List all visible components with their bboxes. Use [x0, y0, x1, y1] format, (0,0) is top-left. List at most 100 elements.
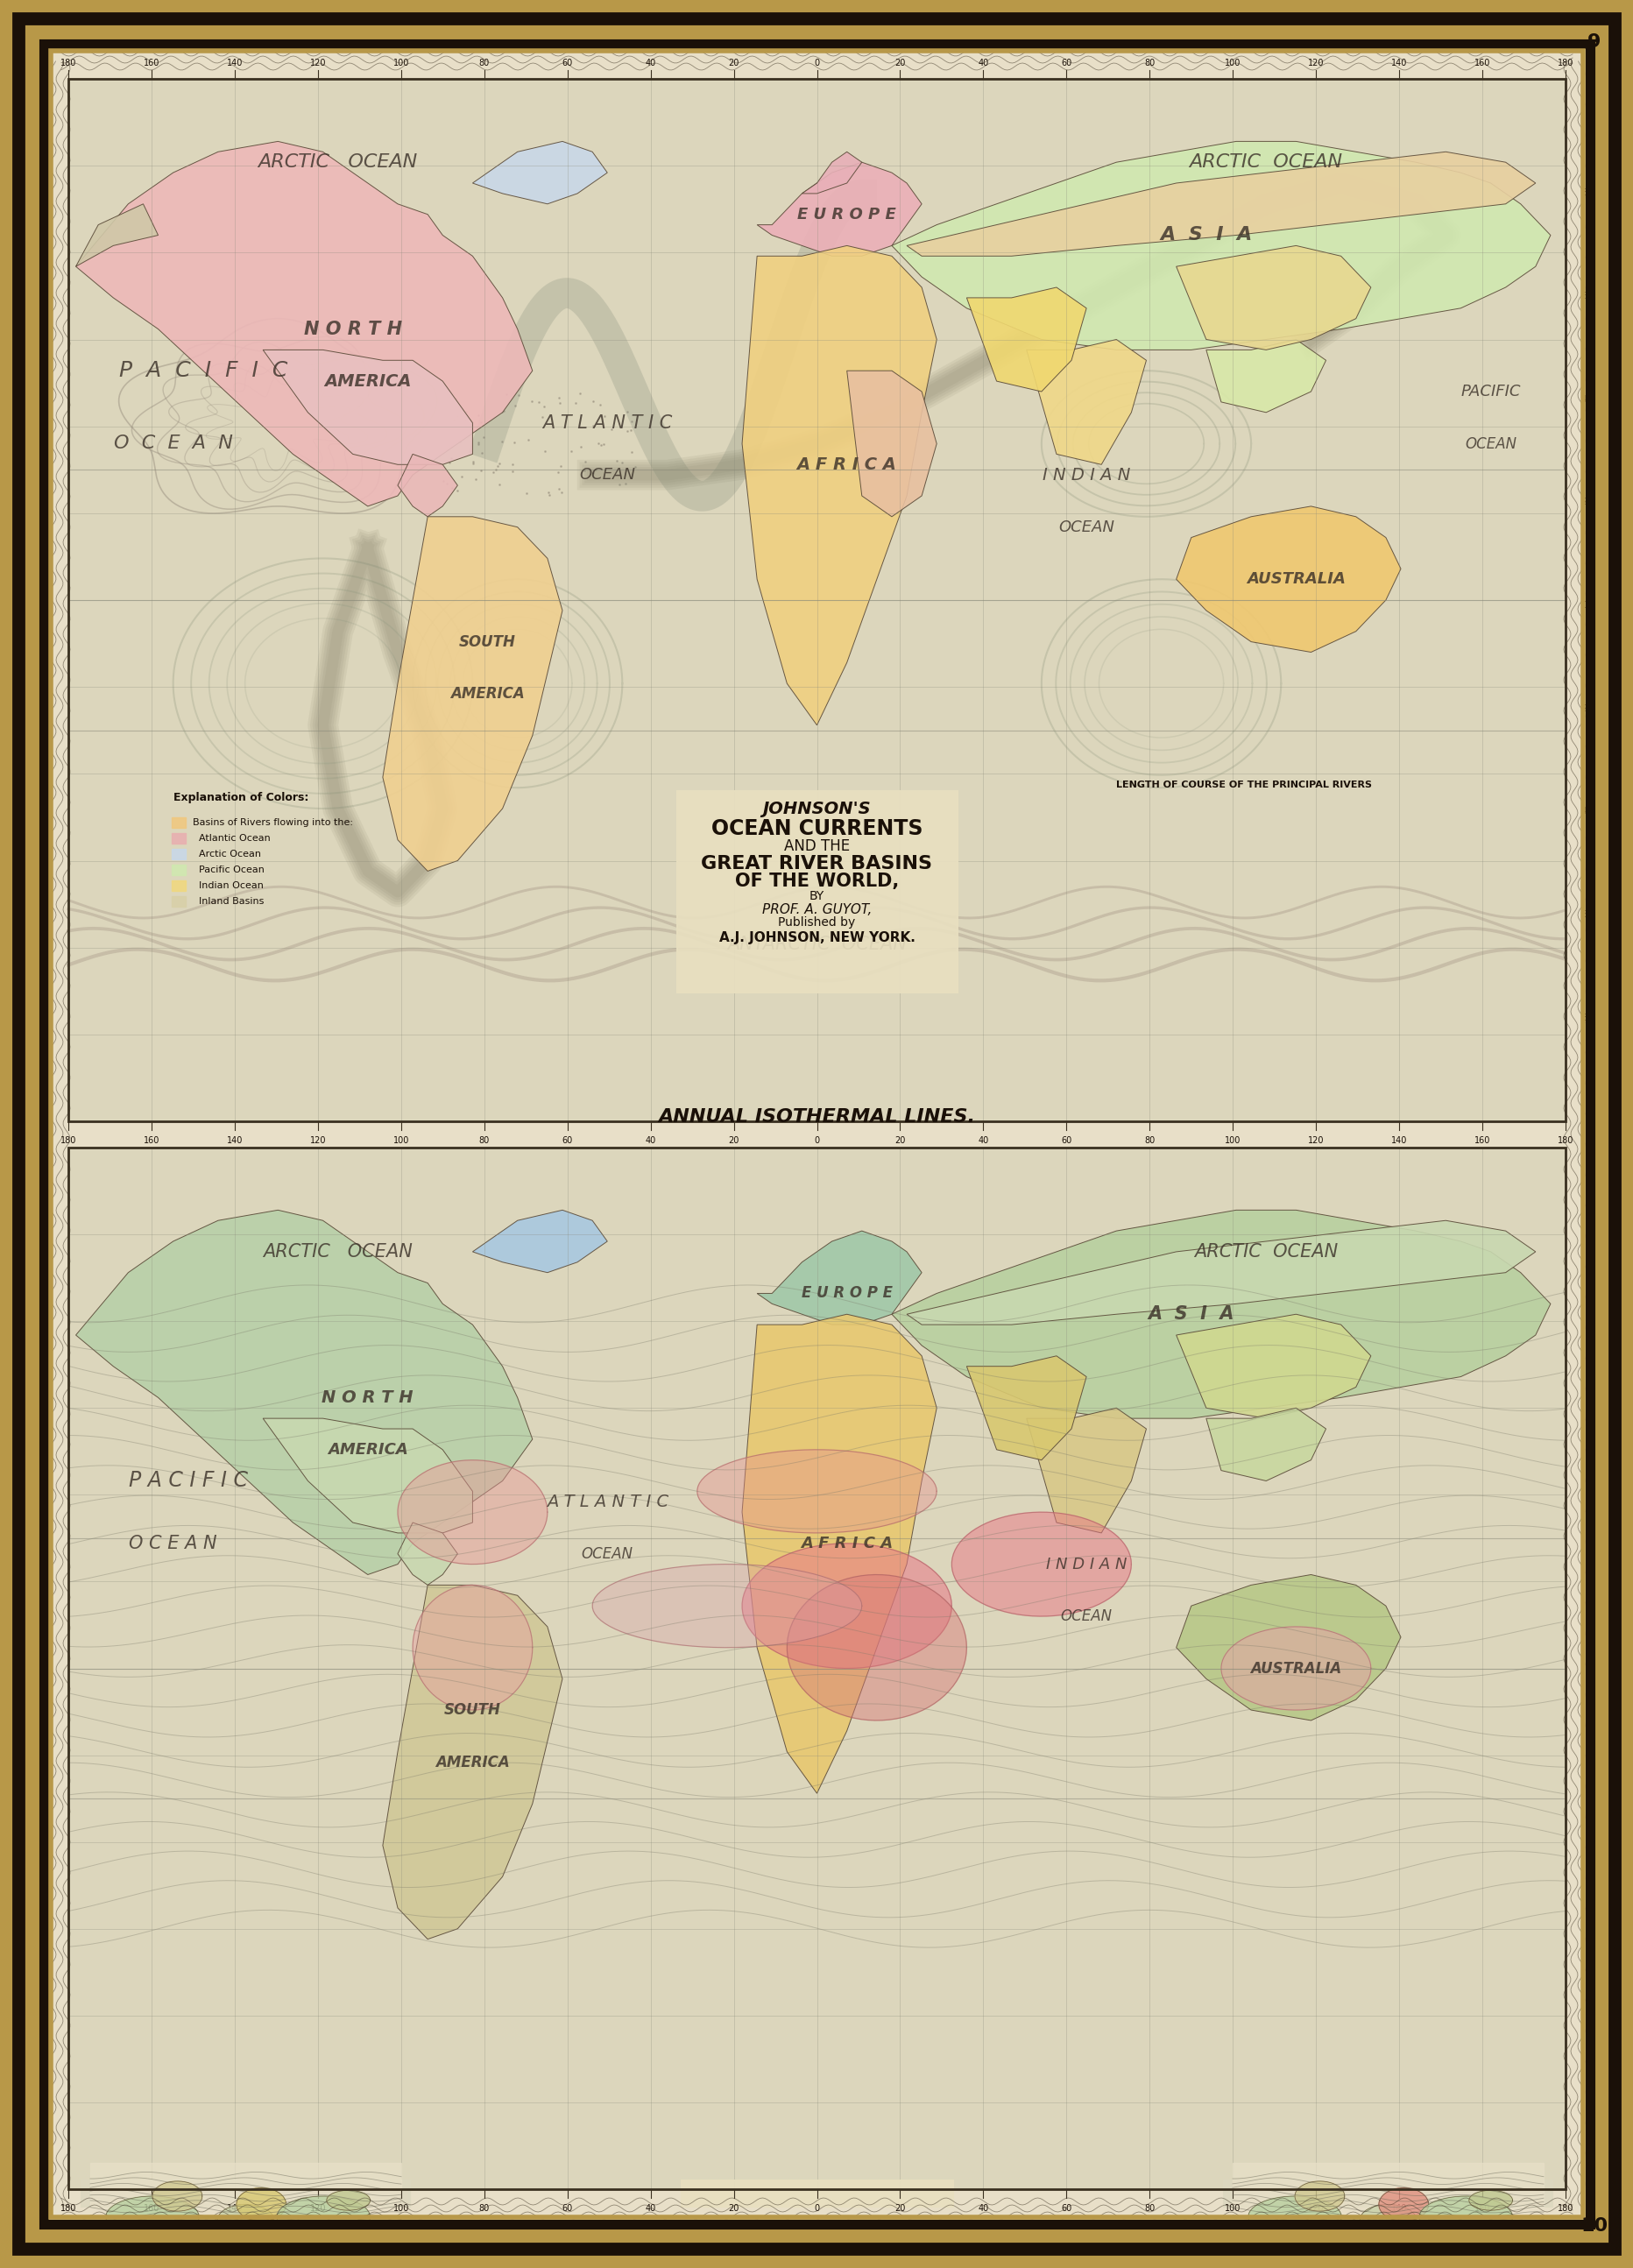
Text: 80: 80 [478, 59, 490, 68]
Text: ARCTIC  OCEAN: ARCTIC OCEAN [1189, 154, 1342, 170]
Text: 80: 80 [1143, 1136, 1155, 1145]
Text: 160: 160 [144, 59, 160, 68]
Bar [171, 819, 185, 828]
Bar [681, 2180, 952, 2207]
Polygon shape [787, 1574, 967, 1721]
Text: N O R T H: N O R T H [304, 320, 402, 338]
Text: 140: 140 [227, 59, 243, 68]
Polygon shape [593, 1565, 861, 1647]
Text: ANTARCTIC  OCEAN: ANTARCTIC OCEAN [727, 934, 906, 953]
Text: 0: 0 [813, 2204, 820, 2214]
Text: Inland Basins: Inland Basins [193, 898, 263, 907]
Text: Indian Ocean: Indian Ocean [193, 882, 263, 891]
Bar [171, 832, 185, 844]
Text: 20: 20 [728, 1136, 738, 1145]
Polygon shape [967, 288, 1086, 392]
Text: Arctic Ocean: Arctic Ocean [193, 850, 261, 860]
Text: 140: 140 [227, 2204, 243, 2214]
Text: 140: 140 [1390, 1136, 1406, 1145]
Text: OF THE WORLD,: OF THE WORLD, [735, 873, 898, 891]
Text: N O R T H: N O R T H [322, 1390, 413, 1406]
Text: I N D I A N: I N D I A N [1045, 1556, 1127, 1572]
Text: 60: 60 [562, 2204, 573, 2214]
Polygon shape [1176, 1574, 1399, 1721]
Text: OCEAN CURRENTS: OCEAN CURRENTS [710, 819, 923, 839]
Text: Explanation of Colors.: Explanation of Colors. [423, 2223, 544, 2229]
Polygon shape [1295, 2182, 1344, 2211]
Text: 160: 160 [144, 2204, 160, 2214]
Text: 60: 60 [1060, 59, 1071, 68]
Text: AND THE: AND THE [784, 839, 849, 855]
Text: 40: 40 [1581, 395, 1591, 404]
Text: 180: 180 [60, 2204, 77, 2214]
Text: 140: 140 [1390, 59, 1406, 68]
Text: 80: 80 [478, 1136, 490, 1145]
Text: Published by: Published by [777, 916, 856, 930]
Text: Explanation of Colors:: Explanation of Colors: [173, 792, 309, 803]
Text: Lines of equal mean Temperature in January: Lines of equal mean Temperature in Janua… [144, 2234, 346, 2243]
Text: PACIFIC: PACIFIC [1460, 383, 1520, 399]
Polygon shape [756, 1232, 921, 1325]
Text: WORLD,: WORLD, [769, 2241, 864, 2263]
Text: OCEAN: OCEAN [580, 467, 635, 483]
Text: 140: 140 [227, 1136, 243, 1145]
Text: ARCTIC  OCEAN: ARCTIC OCEAN [1194, 1243, 1337, 1261]
Text: 80: 80 [478, 2204, 490, 2214]
Text: JOHNSON'S: JOHNSON'S [766, 2223, 867, 2239]
Text: 120: 120 [1306, 2204, 1323, 2214]
Text: 160: 160 [1473, 2204, 1489, 2214]
Text: A T L A N T I C: A T L A N T I C [542, 415, 671, 431]
Polygon shape [397, 1522, 457, 1585]
Text: 80: 80 [1581, 1014, 1591, 1023]
Text: 120: 120 [1306, 59, 1323, 68]
Text: 10: 10 [1581, 2218, 1607, 2234]
Text: 60: 60 [1060, 1136, 1071, 1145]
Text: 60: 60 [42, 293, 52, 299]
Polygon shape [1220, 1626, 1370, 1710]
Text: 60: 60 [1581, 293, 1591, 299]
Text: 40: 40 [645, 59, 655, 68]
Text: 40: 40 [978, 59, 988, 68]
Polygon shape [1026, 1408, 1146, 1533]
Text: 180: 180 [60, 1136, 77, 1145]
Polygon shape [237, 2189, 286, 2220]
Polygon shape [1468, 2191, 1512, 2211]
Text: 100: 100 [394, 1136, 408, 1145]
Polygon shape [892, 141, 1550, 349]
Polygon shape [382, 517, 562, 871]
Text: 0: 0 [813, 59, 820, 68]
Polygon shape [756, 163, 921, 256]
Text: 60: 60 [562, 1136, 573, 1145]
Text: 120: 120 [310, 2204, 327, 2214]
Text: 80: 80 [1581, 188, 1591, 197]
Text: Frigid Zones, temperatures: Frigid Zones, temperatures [423, 2259, 539, 2268]
Text: O  C  E  A  N: O C E A N [114, 435, 232, 451]
Polygon shape [276, 2195, 371, 2239]
Bar [171, 880, 185, 891]
Polygon shape [472, 1211, 607, 1272]
Polygon shape [1360, 2204, 1416, 2234]
Polygon shape [1419, 2195, 1512, 2239]
Text: 100: 100 [1225, 59, 1239, 68]
Polygon shape [697, 1449, 936, 1533]
Text: AMERICA: AMERICA [323, 372, 412, 390]
Text: 80: 80 [42, 188, 52, 197]
Polygon shape [846, 370, 936, 517]
Bar [82, 2180, 410, 2207]
Text: A  S  I  A: A S I A [1159, 227, 1251, 245]
Text: O C E A N: O C E A N [129, 1535, 217, 1551]
Text: 40: 40 [1581, 807, 1591, 816]
Polygon shape [892, 1211, 1550, 1418]
Text: SOUTH: SOUTH [459, 633, 516, 649]
Text: 60: 60 [1581, 909, 1591, 919]
Text: AMERICA: AMERICA [436, 1753, 509, 1769]
Text: OCEAN: OCEAN [1465, 435, 1515, 451]
Bar [171, 896, 185, 907]
Text: AUSTRALIA: AUSTRALIA [1246, 572, 1344, 587]
Text: 20: 20 [728, 59, 738, 68]
Polygon shape [263, 1418, 472, 1533]
Text: Basins of Rivers flowing into the:: Basins of Rivers flowing into the: [193, 819, 353, 828]
Text: 100: 100 [394, 2204, 408, 2214]
Text: SOUTH: SOUTH [444, 1703, 501, 1717]
Text: 100: 100 [1225, 1136, 1239, 1145]
